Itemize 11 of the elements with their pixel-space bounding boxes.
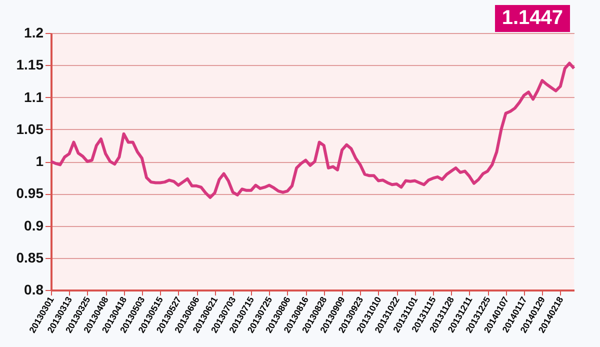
y-tick-label: 0.85 (16, 249, 44, 266)
y-tick-label: 1.1 (24, 88, 44, 105)
y-tick-label: 1.2 (24, 24, 44, 40)
y-tick-label: 0.8 (24, 282, 44, 298)
y-tick-label: 0.9 (24, 217, 44, 234)
y-tick-label: 1.05 (16, 120, 44, 137)
line-series (50, 62, 576, 199)
y-tick-label: 0.95 (16, 185, 44, 202)
text: 1.1447 (494, 5, 570, 32)
y-tick-label: 1.15 (16, 56, 44, 73)
y-tick-label: 1 (36, 153, 44, 169)
